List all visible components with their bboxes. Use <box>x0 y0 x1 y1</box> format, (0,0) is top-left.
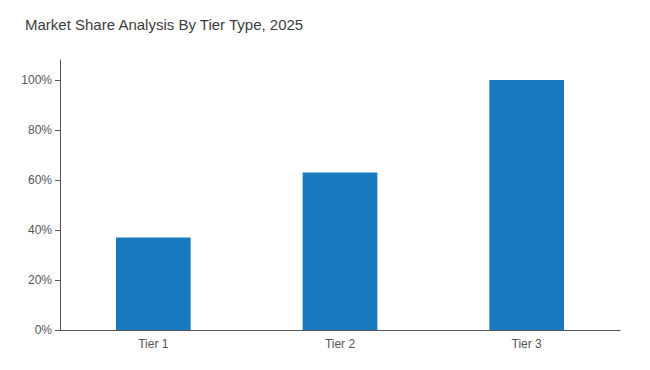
svg-text:20%: 20% <box>28 273 52 287</box>
svg-text:100%: 100% <box>21 73 52 87</box>
svg-text:Tier 3: Tier 3 <box>512 337 543 351</box>
svg-text:Tier 2: Tier 2 <box>325 337 356 351</box>
svg-text:60%: 60% <box>28 173 52 187</box>
svg-text:0%: 0% <box>35 323 53 337</box>
svg-text:40%: 40% <box>28 223 52 237</box>
svg-text:80%: 80% <box>28 123 52 137</box>
svg-text:Market Share Analysis By Tier: Market Share Analysis By Tier Type, 2025 <box>25 16 303 33</box>
svg-text:Tier 1: Tier 1 <box>138 337 169 351</box>
